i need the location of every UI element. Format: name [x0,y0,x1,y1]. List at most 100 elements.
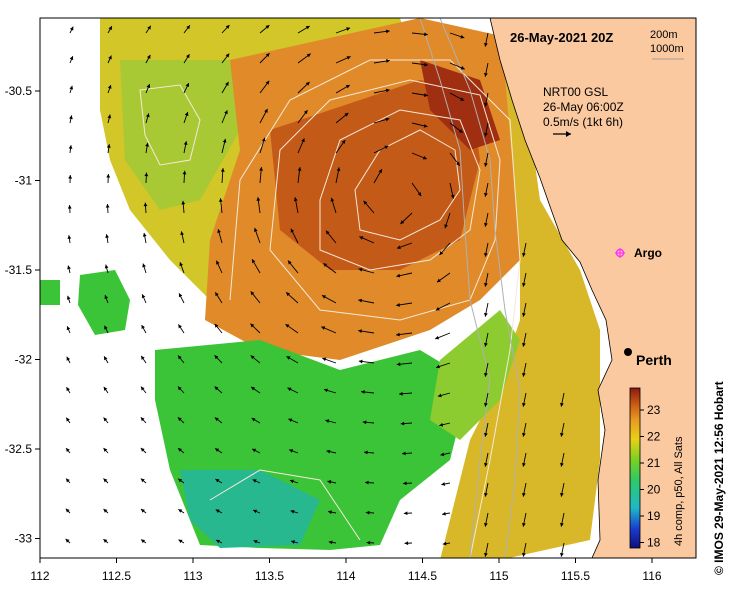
current-vector-head [522,252,526,257]
current-vector-head [358,267,363,272]
current-vector-head [522,372,526,377]
current-vector-head [424,32,428,37]
current-vector-head [484,42,488,47]
current-vector-head [66,387,70,392]
current-vector-head [560,432,564,437]
current-vector-head [384,145,389,150]
coastal-band [440,20,600,558]
current-vector-head [216,260,220,265]
current-vector-head [460,97,465,101]
current-vector-head [69,85,74,90]
current-vector-head [484,162,488,167]
current-vector-head [65,508,70,513]
current-vector-head [103,508,108,513]
current-vector-head [140,447,145,452]
current-vector-head [252,479,257,483]
current-vector-head [289,449,294,453]
current-vector-head [358,329,362,334]
current-vector-head [186,54,190,59]
current-vector-head [214,386,219,391]
current-vector-head [225,81,229,86]
current-vector-head [442,541,447,546]
current-vector-head [378,169,382,174]
current-vector-head [435,335,440,340]
current-vector-head [250,355,255,360]
current-vector-head [400,220,405,224]
colorbar [629,387,641,549]
current-vector-head [107,84,112,89]
current-vector-head [560,552,564,557]
land [489,18,696,558]
current-vector-head [484,522,488,527]
current-vector-head [68,175,73,179]
current-vector-head [484,252,488,257]
current-vector-head [66,326,71,331]
current-vector-head [301,138,305,143]
lon-tick-label: 116 [642,569,661,583]
current-vector-head [396,332,400,337]
current-vector-head [484,192,488,197]
current-vector-head [253,509,258,514]
current-vector-head [484,132,488,137]
current-vector-head [403,511,408,516]
current-vector-head [66,478,70,483]
current-vector-head [67,265,71,270]
current-vector-head [178,539,183,544]
current-vector-head [256,197,261,201]
current-vectors [65,24,565,557]
lon-tick-label: 113.5 [255,569,284,583]
current-vector-head [303,110,308,115]
current-vector-head [321,326,326,330]
current-vector-head [522,522,526,527]
contour-line [209,469,361,541]
current-vector-head [325,419,330,423]
current-vector-head [178,478,183,483]
current-vector-head [422,155,427,160]
current-scale-label: 0.5m/s (1kt 6h) [543,115,623,129]
current-vector-head [362,420,367,425]
current-vector-head [484,372,488,377]
colorbar-tick-label: 19 [647,509,661,523]
current-vector-head [522,552,526,557]
current-vector-head [215,479,220,483]
green-filament [430,310,520,440]
current-vector-head [286,292,290,297]
current-vector-head [217,229,221,234]
sst-field [40,18,696,558]
current-vector-head [144,172,149,177]
current-vector-head [404,541,409,546]
lon-tick-label: 113 [183,569,202,583]
colorbar-tick-label: 22 [647,430,661,444]
current-vector-head [484,222,488,227]
lat-tick-label: -33 [15,532,33,546]
current-vector-head [417,192,422,197]
current-vector-head [215,509,220,513]
current-vector-head [289,479,294,484]
current-vector-head [141,294,146,299]
current-vector-head [177,448,182,452]
current-vector-head [104,264,109,269]
lat-tick-label: -32.5 [5,442,33,456]
current-vector-head [402,451,406,456]
credit-text: © IMOS 29-May-2021 12:56 Hobart [712,381,726,575]
current-vector-head [253,539,258,544]
current-vector-head [346,56,351,60]
lat-tick-label: -32 [15,353,33,367]
current-vector-head [365,480,369,485]
current-vector-head [396,245,401,249]
current-vector-head [103,448,108,452]
current-model-label: NRT00 GSL [543,85,608,99]
current-vector-head [179,262,184,267]
current-vector-head [261,137,266,142]
contour-line [319,109,481,271]
current-vector-head [184,112,189,116]
current-vector-head [522,432,526,437]
greenish-patch-north [120,60,240,210]
current-vector-head [214,417,219,422]
current-vector-head [265,53,270,58]
current-vector-head [326,449,331,454]
current-vector-head [297,167,302,171]
current-vector-head [107,114,112,119]
current-vector-head [177,386,182,391]
contour-line [354,129,461,241]
